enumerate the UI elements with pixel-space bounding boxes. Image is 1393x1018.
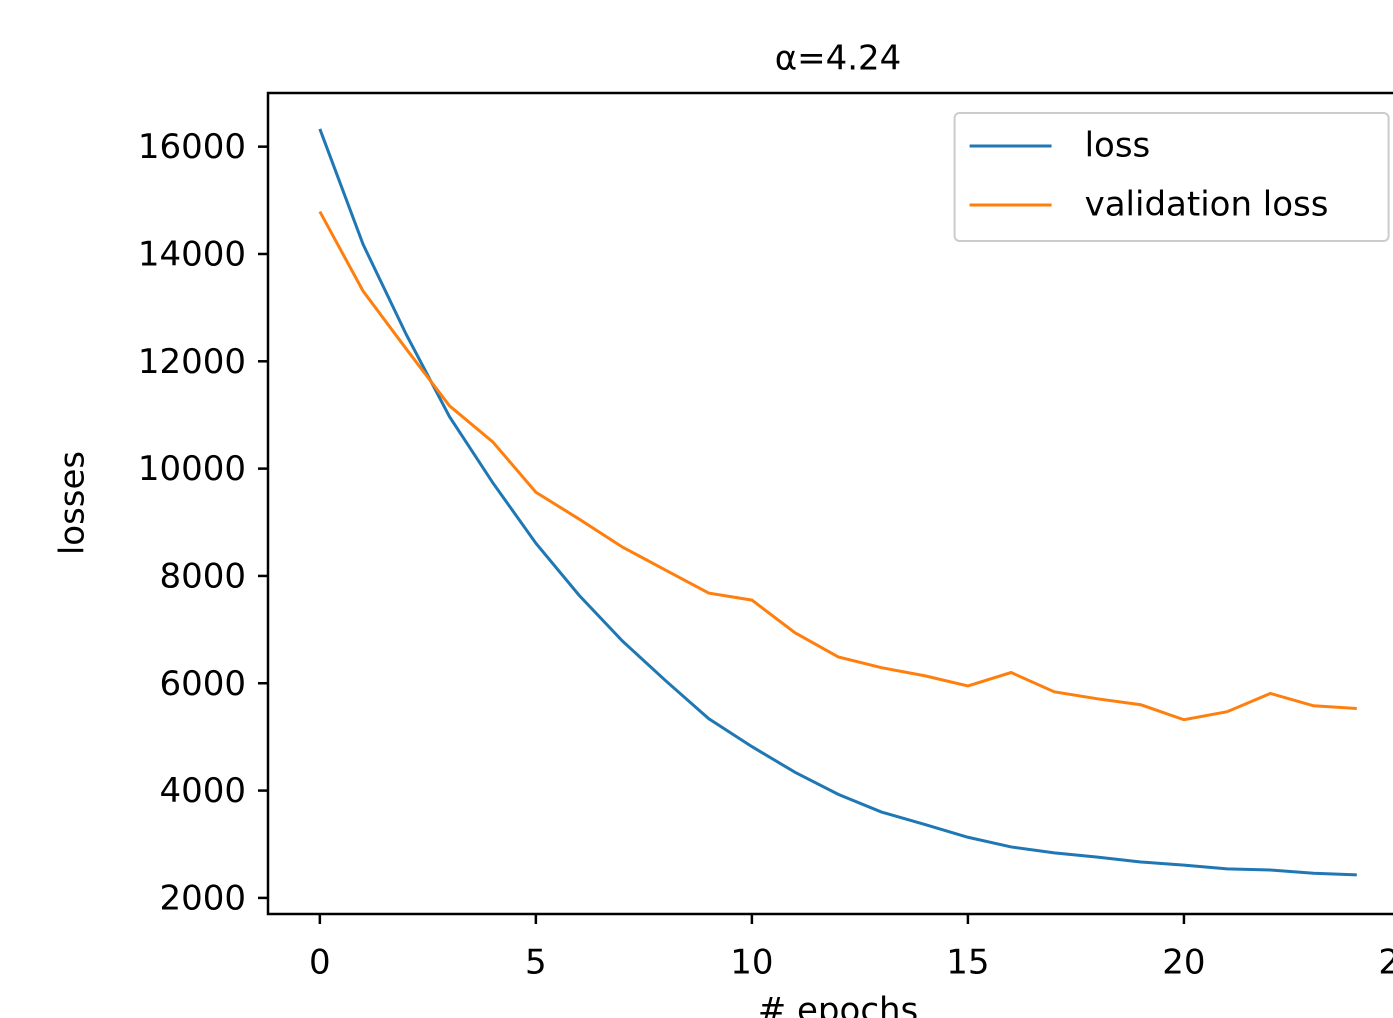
legend-label: validation loss (1085, 185, 1329, 225)
x-axis-label: # epochs (758, 991, 919, 1018)
legend-box (953, 112, 1390, 242)
legend-label: loss (1085, 126, 1151, 166)
y-tick-label: 4000 (159, 771, 246, 811)
x-tick-label: 25 (1378, 943, 1393, 983)
y-tick-label: 2000 (159, 878, 246, 918)
y-tick-label: 12000 (138, 342, 246, 382)
y-tick-label: 8000 (159, 556, 246, 596)
chart-title: α=4.24 (775, 39, 902, 79)
y-tick-label: 6000 (159, 664, 246, 704)
x-tick-label: 20 (1162, 943, 1205, 983)
series-line (318, 128, 1357, 877)
y-tick-label: 10000 (138, 449, 246, 489)
x-tick-label: 5 (525, 943, 547, 983)
y-axis-label: losses (53, 451, 93, 555)
y-tick-label: 16000 (138, 127, 246, 167)
plot-frame (266, 91, 1393, 916)
series-line (318, 210, 1357, 722)
x-tick-label: 15 (946, 943, 989, 983)
y-tick-label: 14000 (138, 234, 246, 274)
x-tick-label: 10 (730, 943, 773, 983)
x-tick-label: 0 (309, 943, 331, 983)
